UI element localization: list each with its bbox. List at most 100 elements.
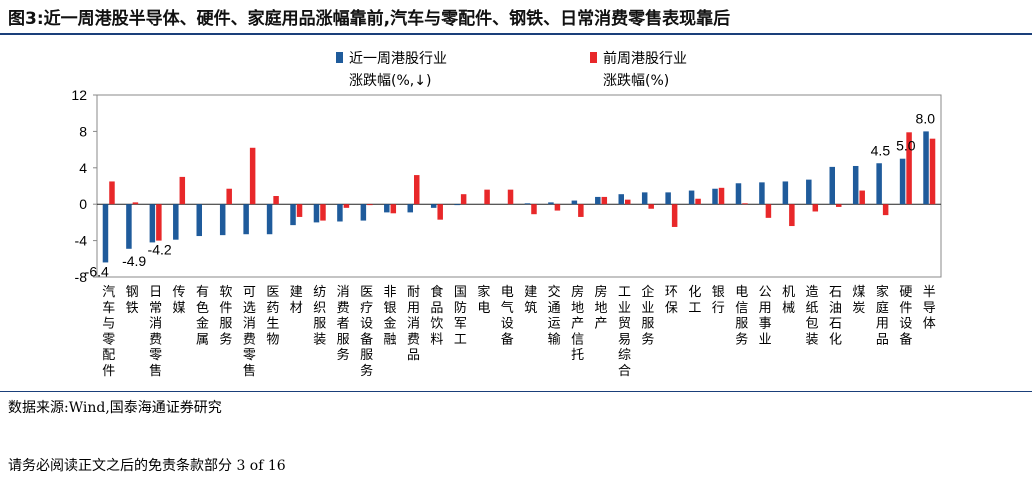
legend-swatch: [336, 52, 343, 63]
x-tick-label: 机械: [782, 285, 795, 316]
page-footer: 请务必阅读正文之后的免责条款部分 3 of 16: [8, 458, 286, 474]
bar-prior-week: [531, 204, 537, 215]
bar-prior-week: [859, 190, 865, 205]
legend-swatch: [590, 52, 597, 63]
bar-recent-week: [712, 188, 718, 205]
bar-recent-week: [688, 190, 695, 205]
bar-prior-week: [414, 175, 420, 205]
bar-recent-week: [571, 200, 578, 205]
x-tick-label: 银行: [712, 285, 725, 316]
bar-prior-week: [836, 204, 842, 207]
x-tick-label: 化工: [688, 285, 701, 316]
x-tick-label: 传媒: [173, 285, 186, 316]
x-tick-label: 煤炭: [852, 285, 865, 316]
bar-prior-week: [484, 189, 490, 205]
bar-recent-week: [665, 192, 671, 205]
data-label: -4.2: [148, 241, 172, 257]
x-tick-label: 房地产信托: [571, 284, 584, 363]
bar-prior-week: [718, 187, 725, 205]
x-tick-label: 房地产: [595, 284, 608, 332]
bar-prior-week: [578, 204, 584, 217]
legend-label: 近一周港股行业涨跌幅(%,↓): [349, 51, 447, 89]
x-tick-label: 石油石化: [829, 285, 842, 347]
bar-prior-week: [789, 204, 795, 227]
data-label: 5.0: [896, 138, 916, 154]
x-tick-label: 工业贸易综合: [618, 285, 631, 379]
x-tick-label: 有色金属: [196, 285, 209, 347]
x-tick-label: 环保: [665, 285, 678, 316]
bar-prior-week: [249, 147, 256, 205]
y-tick-label: 8: [79, 123, 87, 139]
bar-recent-week: [524, 203, 531, 205]
x-tick-label: 日常消费零售: [149, 285, 162, 379]
x-tick-label: 建筑: [524, 285, 537, 316]
x-tick-label: 可选消费零售: [243, 285, 256, 379]
bar-prior-week: [226, 188, 232, 205]
bar-prior-week: [742, 203, 748, 205]
bar-recent-week: [266, 204, 273, 235]
bar-prior-week: [179, 176, 186, 205]
figure-title: 图3:近一周港股半导体、硬件、家庭用品涨幅靠前,汽车与零配件、钢铁、日常消费零售…: [8, 9, 731, 29]
bar-recent-week: [149, 204, 156, 243]
bar-recent-week: [641, 192, 648, 205]
bar-recent-week: [852, 165, 859, 205]
bar-prior-week: [625, 199, 631, 205]
x-tick-label: 食品饮料: [430, 284, 443, 347]
x-tick-label: 国防军工: [454, 285, 467, 347]
bar-prior-week: [273, 196, 279, 205]
bar-recent-week: [759, 182, 765, 205]
x-tick-label: 家庭用品: [876, 284, 889, 347]
y-tick-label: -4: [75, 233, 88, 249]
data-label: -6.4: [85, 263, 109, 279]
bar-prior-week: [460, 194, 467, 205]
y-tick-label: 0: [79, 196, 87, 212]
x-tick-label: 消费者服务: [337, 285, 350, 363]
title-divider: [0, 33, 1032, 35]
x-tick-label: 交通运输: [548, 284, 561, 347]
data-source: 数据来源:Wind,国泰海通证券研究: [8, 400, 222, 416]
bar-prior-week: [437, 204, 443, 220]
bar-prior-week: [320, 204, 326, 221]
bar-prior-week: [296, 204, 303, 217]
x-tick-label: 汽车与零配件: [102, 285, 115, 379]
bar-prior-week: [671, 204, 678, 227]
plot-frame: [96, 94, 942, 278]
x-tick-label: 家电: [477, 284, 490, 316]
bar-prior-week: [132, 202, 139, 205]
x-tick-label: 电信服务: [735, 285, 748, 347]
bar-recent-week: [735, 183, 742, 205]
bar-recent-week: [782, 181, 789, 205]
x-tick-label: 非银金融: [384, 285, 397, 347]
bar-recent-week: [595, 196, 601, 205]
bar-prior-week: [695, 198, 701, 205]
x-tick-label: 电气设备: [501, 285, 514, 347]
bar-recent-week: [829, 166, 835, 205]
data-label: 8.0: [916, 110, 936, 126]
bar-recent-week: [173, 204, 179, 240]
bar-prior-week: [765, 204, 772, 218]
x-tick-label: 硬件设备: [899, 285, 912, 347]
bar-recent-week: [876, 163, 882, 205]
bar-recent-week: [454, 204, 460, 206]
bar-recent-week: [407, 204, 413, 213]
bar-recent-week: [923, 131, 929, 205]
bar-prior-week: [156, 204, 162, 241]
x-tick-label: 造纸包装: [806, 285, 819, 347]
bar-recent-week: [548, 202, 554, 205]
bar-prior-week: [554, 204, 561, 211]
bar-recent-week: [313, 204, 320, 223]
x-tick-label: 耐用消费品: [407, 285, 420, 363]
x-tick-label: 纺织服装: [313, 285, 326, 347]
bar-chart: -8-404812汽车与零配件钢铁日常消费零售传媒有色金属软件服务可选消费零售医…: [71, 50, 942, 379]
x-tick-label: 医药生物: [266, 285, 279, 347]
bar-recent-week: [806, 179, 812, 205]
bar-recent-week: [618, 194, 624, 205]
bar-recent-week: [430, 204, 437, 208]
x-tick-label: 建材: [290, 285, 303, 316]
bar-prior-week: [367, 204, 373, 206]
x-tick-label: 医疗设备服务: [360, 285, 373, 379]
bar-prior-week: [507, 189, 514, 205]
x-tick-label: 公用事业: [759, 285, 772, 347]
bar-recent-week: [102, 204, 109, 263]
bar-prior-week: [648, 204, 654, 209]
